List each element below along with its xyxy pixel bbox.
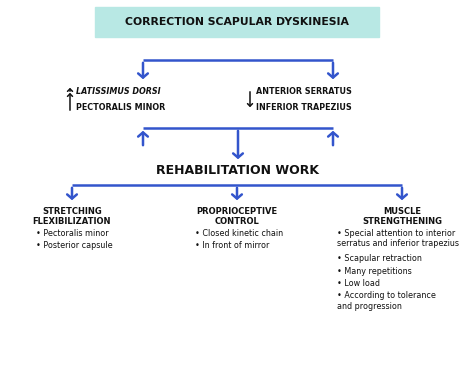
Text: • Special attention to interior
serratus and inferior trapezius: • Special attention to interior serratus… — [337, 229, 459, 248]
Text: STRETCHING
FLEXIBILIZATION: STRETCHING FLEXIBILIZATION — [33, 207, 111, 227]
Text: PECTORALIS MINOR: PECTORALIS MINOR — [76, 104, 165, 113]
Text: PROPRIOCEPTIVE
CONTROL: PROPRIOCEPTIVE CONTROL — [196, 207, 278, 227]
Text: • Pectoralis minor: • Pectoralis minor — [36, 229, 109, 238]
Text: CORRECTION SCAPULAR DYSKINESIA: CORRECTION SCAPULAR DYSKINESIA — [125, 17, 349, 27]
Text: • Closed kinetic chain: • Closed kinetic chain — [195, 229, 283, 238]
Text: REHABILITATION WORK: REHABILITATION WORK — [156, 163, 319, 176]
Text: • Low load: • Low load — [337, 279, 380, 288]
Text: • Posterior capsule: • Posterior capsule — [36, 241, 113, 251]
Text: ANTERIOR SERRATUS: ANTERIOR SERRATUS — [256, 87, 352, 97]
Text: LATISSIMUS DORSI: LATISSIMUS DORSI — [76, 87, 161, 97]
Text: • In front of mirror: • In front of mirror — [195, 241, 269, 251]
Text: • According to tolerance
and progression: • According to tolerance and progression — [337, 291, 436, 311]
Text: • Scapular retraction: • Scapular retraction — [337, 254, 422, 263]
Text: MUSCLE
STRENGTHENING: MUSCLE STRENGTHENING — [362, 207, 442, 227]
FancyBboxPatch shape — [95, 7, 379, 37]
Text: INFERIOR TRAPEZIUS: INFERIOR TRAPEZIUS — [256, 104, 352, 113]
Text: • Many repetitions: • Many repetitions — [337, 267, 412, 275]
